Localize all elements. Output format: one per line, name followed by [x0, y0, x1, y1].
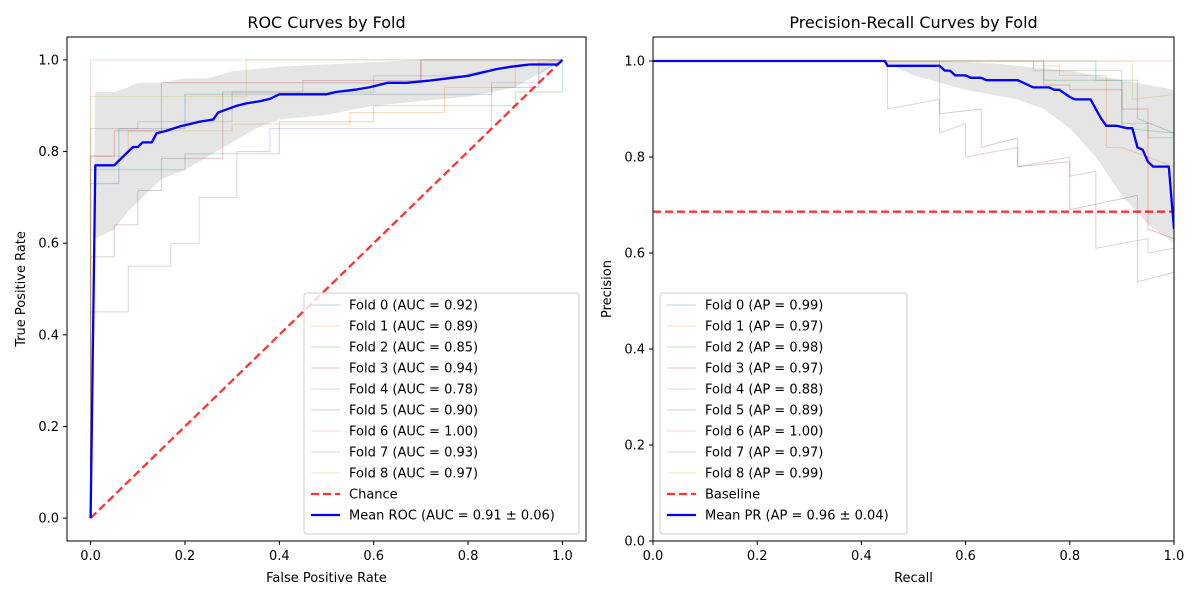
roc-legend-label: Chance [349, 488, 398, 503]
pr-series-line-4 [653, 60, 1174, 254]
pr-x-tick-label: 0.8 [1059, 549, 1080, 564]
roc-legend: Fold 0 (AUC = 0.92) Fold 1 (AUC = 0.89) Fo… [303, 292, 580, 535]
roc-x-tick-label: 0.8 [458, 549, 479, 564]
roc-y-axis-label: True Positive Rate [14, 231, 29, 348]
roc-legend-label: Fold 0 (AUC = 0.92) [349, 299, 478, 314]
pr-legend-label: Baseline [705, 488, 760, 503]
pr-legend-label: Mean PR (AP = 0.96 ± 0.04) [705, 509, 889, 524]
pr-x-tick-label: 0.4 [851, 549, 872, 564]
roc-axes-frame [66, 36, 587, 542]
roc-legend-label: Fold 8 (AUC = 0.97) [349, 467, 478, 482]
pr-legend-label: Fold 4 (AP = 0.88) [705, 383, 823, 398]
pr-legend-box [659, 292, 908, 535]
roc-y-tick-label: 0.4 [38, 328, 59, 343]
pr-series-line-7 [653, 60, 1174, 139]
roc-series-line-8 [90, 59, 563, 519]
pr-legend-label: Fold 8 (AP = 0.99) [705, 467, 823, 482]
roc-y-tick-label: 0.0 [38, 512, 59, 527]
pr-y-axis-label: Precision [600, 260, 615, 318]
roc-chart-title: ROC Curves by Fold [247, 13, 405, 32]
pr-legend-label: Fold 2 (AP = 0.98) [705, 341, 823, 356]
roc-y-tick-label: 0.8 [38, 145, 59, 160]
roc-y-tick-label: 1.0 [38, 53, 59, 68]
roc-x-tick-label: 0.2 [175, 549, 196, 564]
pr-chart-title: Precision-Recall Curves by Fold [789, 13, 1037, 32]
roc-legend-label: Fold 7 (AUC = 0.93) [349, 446, 478, 461]
roc-std-band [90, 59, 563, 519]
pr-x-tick-label: 0.0 [643, 549, 664, 564]
pr-legend-label: Fold 0 (AP = 0.99) [705, 299, 823, 314]
roc-legend-label: Fold 5 (AUC = 0.90) [349, 404, 478, 419]
pr-x-tick-label: 0.6 [955, 549, 976, 564]
roc-y-tick-label: 0.6 [38, 237, 59, 252]
pr-plot-area [653, 59, 1174, 301]
roc-x-tick-label: 0.0 [80, 549, 101, 564]
roc-panel: ROC Curves by Fold False Positive Rate T… [14, 13, 587, 586]
pr-series-line-3 [653, 60, 1174, 240]
pr-series-line-10 [653, 59, 1174, 230]
pr-y-tick-label: 0.4 [624, 343, 645, 358]
pr-legend-label: Fold 7 (AP = 0.97) [705, 446, 823, 461]
pr-panel: Precision-Recall Curves by Fold Recall P… [600, 13, 1184, 586]
pr-legend-label: Fold 3 (AP = 0.97) [705, 362, 823, 377]
roc-series-line-9 [89, 59, 564, 519]
pr-series-line-8 [653, 60, 1174, 100]
pr-legend: Fold 0 (AP = 0.99) Fold 1 (AP = 0.97) Fold… [659, 292, 908, 535]
pr-series-line-1 [653, 60, 1174, 168]
roc-series-line-1 [90, 59, 563, 519]
pr-y-tick-label: 0.6 [624, 247, 645, 262]
roc-series-line-2 [90, 59, 563, 519]
pr-x-axis-label: Recall [894, 571, 933, 586]
roc-legend-label: Mean ROC (AUC = 0.91 ± 0.06) [349, 509, 555, 524]
roc-series-line-0 [90, 59, 563, 519]
roc-y-tick-label: 0.2 [38, 420, 59, 435]
roc-legend-label: Fold 2 (AUC = 0.85) [349, 341, 478, 356]
pr-y-tick-label: 0.0 [624, 535, 645, 550]
roc-x-tick-label: 1.0 [552, 549, 573, 564]
roc-plot-area [89, 59, 564, 519]
pr-legend-label: Fold 5 (AP = 0.89) [705, 404, 823, 419]
pr-series-line-0 [653, 60, 1174, 134]
pr-legend-label: Fold 6 (AP = 1.00) [705, 425, 823, 440]
roc-x-tick-label: 0.6 [363, 549, 384, 564]
pr-y-tick-label: 0.2 [624, 439, 645, 454]
roc-legend-label: Fold 4 (AUC = 0.78) [349, 383, 478, 398]
roc-series-line-4 [90, 59, 563, 519]
roc-x-axis-label: False Positive Rate [266, 571, 387, 586]
pr-y-tick-label: 0.8 [624, 151, 645, 166]
pr-series-line-5 [653, 60, 1174, 301]
roc-x-tick-label: 0.4 [269, 549, 290, 564]
pr-x-tick-label: 1.0 [1164, 549, 1185, 564]
roc-legend-label: Fold 1 (AUC = 0.89) [349, 320, 478, 335]
pr-x-tick-label: 0.2 [747, 549, 768, 564]
pr-std-band [653, 61, 1174, 244]
roc-series-line-6 [90, 59, 563, 519]
pr-legend-label: Fold 1 (AP = 0.97) [705, 320, 823, 335]
roc-legend-box [303, 292, 580, 535]
roc-series-line-10 [89, 59, 564, 519]
roc-series-line-3 [90, 59, 563, 519]
roc-series-line-5 [90, 59, 563, 519]
roc-legend-label: Fold 3 (AUC = 0.94) [349, 362, 478, 377]
roc-legend-label: Fold 6 (AUC = 1.00) [349, 425, 478, 440]
pr-y-tick-label: 1.0 [624, 55, 645, 70]
pr-axes-frame [652, 36, 1175, 542]
